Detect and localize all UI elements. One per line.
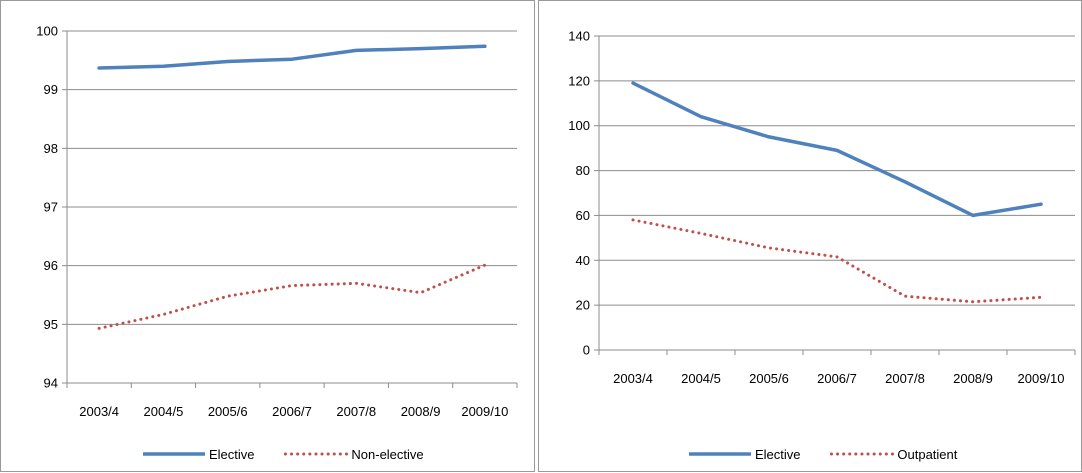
- y-tick-label: 95: [44, 317, 58, 332]
- x-tick-label: 2005/6: [749, 371, 789, 386]
- x-tick-label: 2004/5: [144, 404, 184, 419]
- legend-label: Elective: [755, 447, 801, 462]
- x-tick-label: 2009/10: [1018, 371, 1065, 386]
- x-tick-label: 2004/5: [681, 371, 721, 386]
- x-tick-label: 2003/4: [79, 404, 119, 419]
- y-tick-label: 98: [44, 141, 58, 156]
- x-tick-label: 2007/8: [336, 404, 376, 419]
- x-tick-label: 2008/9: [953, 371, 993, 386]
- x-tick-label: 2005/6: [208, 404, 248, 419]
- y-tick-label: 120: [568, 73, 590, 88]
- y-tick-label: 99: [44, 82, 58, 97]
- x-tick-label: 2008/9: [401, 404, 441, 419]
- y-tick-label: 100: [36, 24, 58, 39]
- line-chart-left: 94 95 96 97 98 99 100 2003/4 2004/5 2005/6 2006/7 2…: [1, 1, 536, 473]
- legend: Elective Outpatient: [689, 447, 958, 462]
- legend-label: Outpatient: [897, 447, 957, 462]
- y-tick-label: 97: [44, 200, 58, 215]
- y-tick-label: 0: [583, 343, 590, 358]
- legend-label: Non-elective: [351, 447, 423, 462]
- y-tick-label: 20: [576, 298, 590, 313]
- series-line-outpatient: [633, 220, 1041, 302]
- y-tick-label: 140: [568, 29, 590, 44]
- x-tick-label: 2009/10: [461, 404, 508, 419]
- chart-panel-left: 94 95 96 97 98 99 100 2003/4 2004/5 2005/6 2006/7 2…: [0, 0, 535, 472]
- y-tick-label: 40: [576, 253, 590, 268]
- y-tick-label: 80: [576, 163, 590, 178]
- legend: Elective Non-elective: [143, 447, 424, 462]
- x-tick-label: 2006/7: [817, 371, 857, 386]
- chart-panel-right: 0 20 40 60 80 100 120 140 2003/4 2004/5 2005/6 2006…: [538, 0, 1082, 472]
- series-line-elective: [633, 83, 1041, 215]
- series-line-elective: [99, 46, 485, 68]
- x-tick-label: 2003/4: [613, 371, 653, 386]
- legend-label: Elective: [209, 447, 255, 462]
- y-tick-label: 96: [44, 258, 58, 273]
- y-tick-label: 60: [576, 208, 590, 223]
- y-tick-label: 94: [44, 376, 58, 391]
- line-chart-right: 0 20 40 60 80 100 120 140 2003/4 2004/5 2005/6 2006…: [539, 1, 1082, 473]
- y-tick-label: 100: [568, 118, 590, 133]
- x-tick-label: 2006/7: [272, 404, 312, 419]
- series-line-non-elective: [99, 265, 485, 328]
- x-tick-label: 2007/8: [885, 371, 925, 386]
